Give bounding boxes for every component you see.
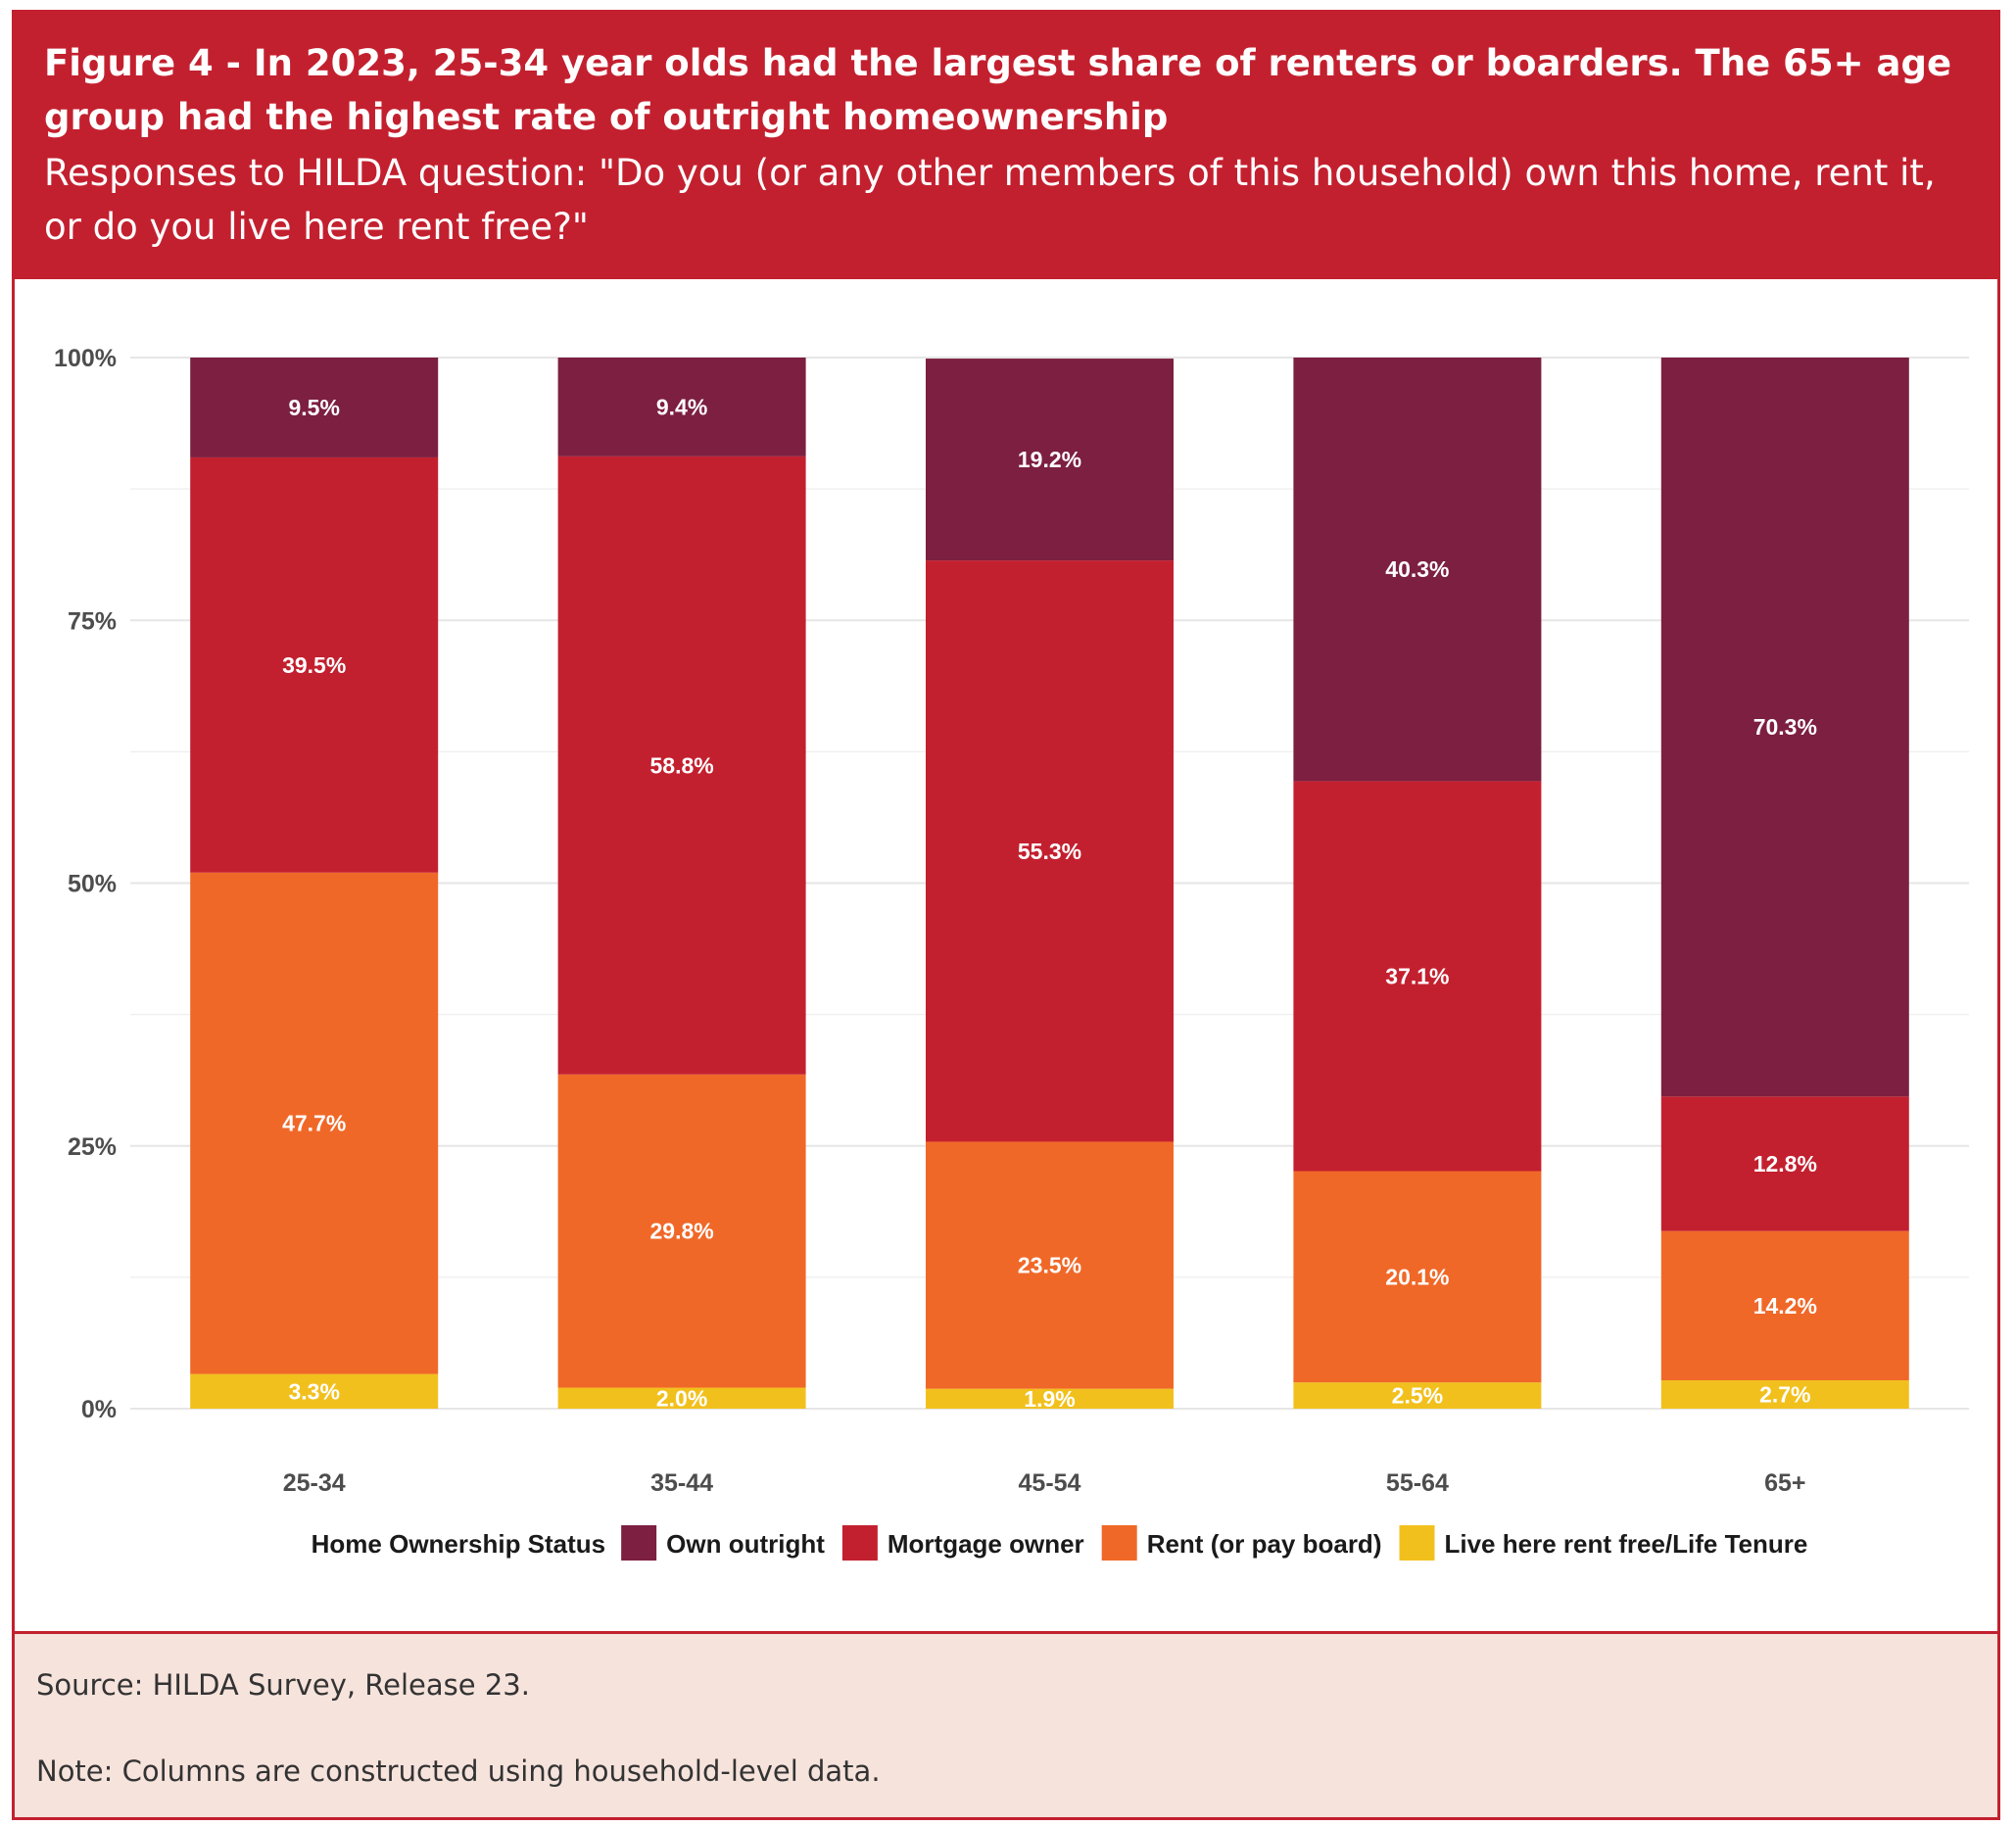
- y-tick-label: 50%: [68, 871, 117, 898]
- bar-segment: [926, 560, 1174, 1142]
- data-label: 47.7%: [282, 1111, 346, 1136]
- y-tick-label: 25%: [68, 1133, 117, 1161]
- x-tick-label: 65+: [1764, 1469, 1805, 1497]
- y-tick-label: 100%: [54, 345, 117, 372]
- data-label: 12.8%: [1753, 1151, 1817, 1177]
- data-label: 55.3%: [1018, 839, 1081, 864]
- data-label: 2.0%: [656, 1385, 707, 1411]
- data-label: 2.7%: [1759, 1382, 1810, 1408]
- source-text: Source: HILDA Survey, Release 23.: [36, 1668, 530, 1702]
- bar-segment: [1660, 1230, 1909, 1381]
- x-tick-label: 35-44: [650, 1469, 713, 1497]
- data-label: 14.2%: [1753, 1293, 1817, 1319]
- data-label: 3.3%: [288, 1378, 339, 1404]
- bar-segment: [190, 358, 439, 457]
- bar-segment: [1660, 358, 1909, 1097]
- x-tick-label: 45-54: [1019, 1469, 1081, 1497]
- figure-subtitle: Responses to HILDA question: "Do you (or…: [44, 152, 1936, 248]
- figure-footer: Source: HILDA Survey, Release 23. Note: …: [15, 1631, 1997, 1817]
- data-label: 20.1%: [1385, 1264, 1449, 1289]
- bar-segment: [190, 456, 439, 873]
- bar-segment: [1293, 1382, 1542, 1409]
- bar-segment: [557, 358, 806, 456]
- data-label: 9.5%: [288, 395, 339, 420]
- data-label: 2.5%: [1392, 1383, 1443, 1409]
- x-tick-label: 55-64: [1386, 1469, 1449, 1497]
- note-text: Note: Columns are constructed using hous…: [36, 1754, 881, 1788]
- legend-swatch: [1101, 1525, 1137, 1561]
- y-tick-label: 75%: [68, 607, 117, 635]
- legend-label: Rent (or pay board): [1147, 1529, 1382, 1559]
- data-label: 29.8%: [649, 1219, 713, 1244]
- data-label: 9.4%: [656, 394, 707, 419]
- legend-swatch: [1399, 1525, 1435, 1561]
- data-label: 39.5%: [282, 652, 346, 678]
- bar-segment: [926, 1141, 1174, 1389]
- legend-label: Own outright: [666, 1529, 825, 1559]
- data-label: 40.3%: [1385, 556, 1449, 582]
- figure-header: Figure 4 - In 2023, 25-34 year olds had …: [15, 13, 1997, 279]
- y-tick-label: 0%: [81, 1396, 117, 1423]
- data-label: 70.3%: [1753, 714, 1817, 740]
- data-label: 58.8%: [649, 752, 713, 778]
- chart-area: 3.3% 47.7% 39.5% 9.5% 2.0% 29.8% 58.8% 9.4% 1.9%…: [15, 279, 1997, 1637]
- bar-segment: [1293, 358, 1542, 782]
- bar-segment: [1660, 1096, 1909, 1231]
- legend-swatch: [841, 1525, 878, 1561]
- bar-segment: [926, 1388, 1174, 1409]
- data-label: 37.1%: [1385, 963, 1449, 988]
- legend-swatch: [621, 1525, 657, 1561]
- bar-segment: [1660, 1380, 1909, 1409]
- figure-title: Figure 4 - In 2023, 25-34 year olds had …: [44, 42, 1952, 138]
- data-label: 23.5%: [1018, 1253, 1081, 1278]
- bar-segment: [926, 359, 1174, 561]
- data-label: 1.9%: [1024, 1386, 1075, 1412]
- figure-frame: Figure 4 - In 2023, 25-34 year olds had …: [12, 10, 2000, 1820]
- legend-title: Home Ownership Status: [312, 1529, 606, 1559]
- stacked-bar-chart: 3.3% 47.7% 39.5% 9.5% 2.0% 29.8% 58.8% 9.4% 1.9%…: [54, 345, 1969, 1561]
- bar-segment: [190, 1373, 439, 1409]
- bar-segment: [557, 456, 806, 1075]
- legend-label: Mortgage owner: [888, 1529, 1084, 1559]
- legend-label: Live here rent free/Life Tenure: [1444, 1529, 1807, 1559]
- bar-segment: [557, 1387, 806, 1409]
- bar-segment: [1293, 781, 1542, 1172]
- bar-segment: [1293, 1171, 1542, 1383]
- data-label: 19.2%: [1018, 447, 1081, 472]
- x-tick-label: 25-34: [283, 1469, 346, 1497]
- bar-segment: [190, 872, 439, 1374]
- bar-segment: [557, 1074, 806, 1388]
